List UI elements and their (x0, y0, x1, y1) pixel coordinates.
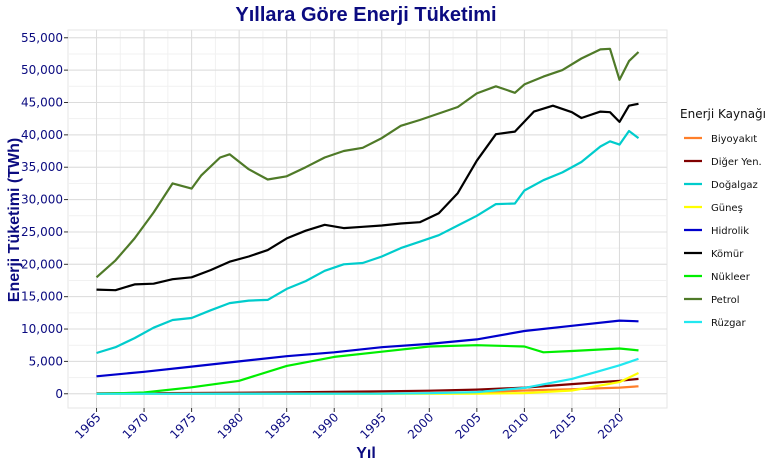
y-tick-label: 10,000 (21, 322, 63, 336)
series-line-Rüzgar (96, 357, 639, 395)
chart-title: Yıllara Göre Enerji Tüketimi (235, 4, 496, 26)
y-tick-label: 5,000 (29, 354, 63, 368)
series-lines (95, 47, 640, 395)
series-line-Kömür (96, 102, 639, 292)
y-tick-label: 30,000 (21, 193, 63, 207)
y-tick-label: 0 (55, 387, 63, 401)
legend-label-Rüzgar: Rüzgar (711, 318, 747, 329)
y-tick-label: 35,000 (21, 160, 63, 174)
y-tick-label: 40,000 (21, 128, 63, 142)
y-axis-label: Enerji Tüketimi (TWh) (6, 138, 23, 302)
series-line-Nükleer (96, 344, 639, 395)
legend-label-Diğer Yen.: Diğer Yen. (711, 156, 762, 168)
series-line-Petrol (95, 47, 640, 279)
legend: Enerji Kaynağı Biyoyakıt Diğer Yen. Doğalg… (680, 107, 766, 329)
legend-label-Doğalgaz: Doğalgaz (711, 179, 758, 191)
y-tick-label: 25,000 (21, 225, 63, 239)
y-tick-label: 20,000 (21, 257, 63, 271)
y-tick-label: 50,000 (21, 63, 63, 77)
y-axis-ticks: 0 5,000 10,000 15,000 20,000 25,000 30,000 35,0… (21, 31, 68, 401)
legend-label-Petrol: Petrol (711, 295, 740, 306)
series-line-Doğalgaz (96, 129, 640, 355)
x-axis-label: Yıl (356, 445, 376, 462)
legend-label-Kömür: Kömür (711, 249, 744, 260)
y-tick-label: 45,000 (21, 95, 63, 109)
legend-label-Nükleer: Nükleer (711, 272, 751, 283)
legend-label-Biyoyakıt: Biyoyakıt (711, 134, 757, 145)
legend-title: Enerji Kaynağı (680, 107, 766, 121)
series-line-Hidrolik (96, 319, 639, 378)
legend-label-Hidrolik: Hidrolik (711, 226, 749, 237)
grid-lines (68, 30, 667, 408)
legend-label-Güneş: Güneş (711, 203, 743, 214)
y-tick-label: 55,000 (21, 31, 63, 45)
y-tick-label: 15,000 (21, 290, 63, 304)
